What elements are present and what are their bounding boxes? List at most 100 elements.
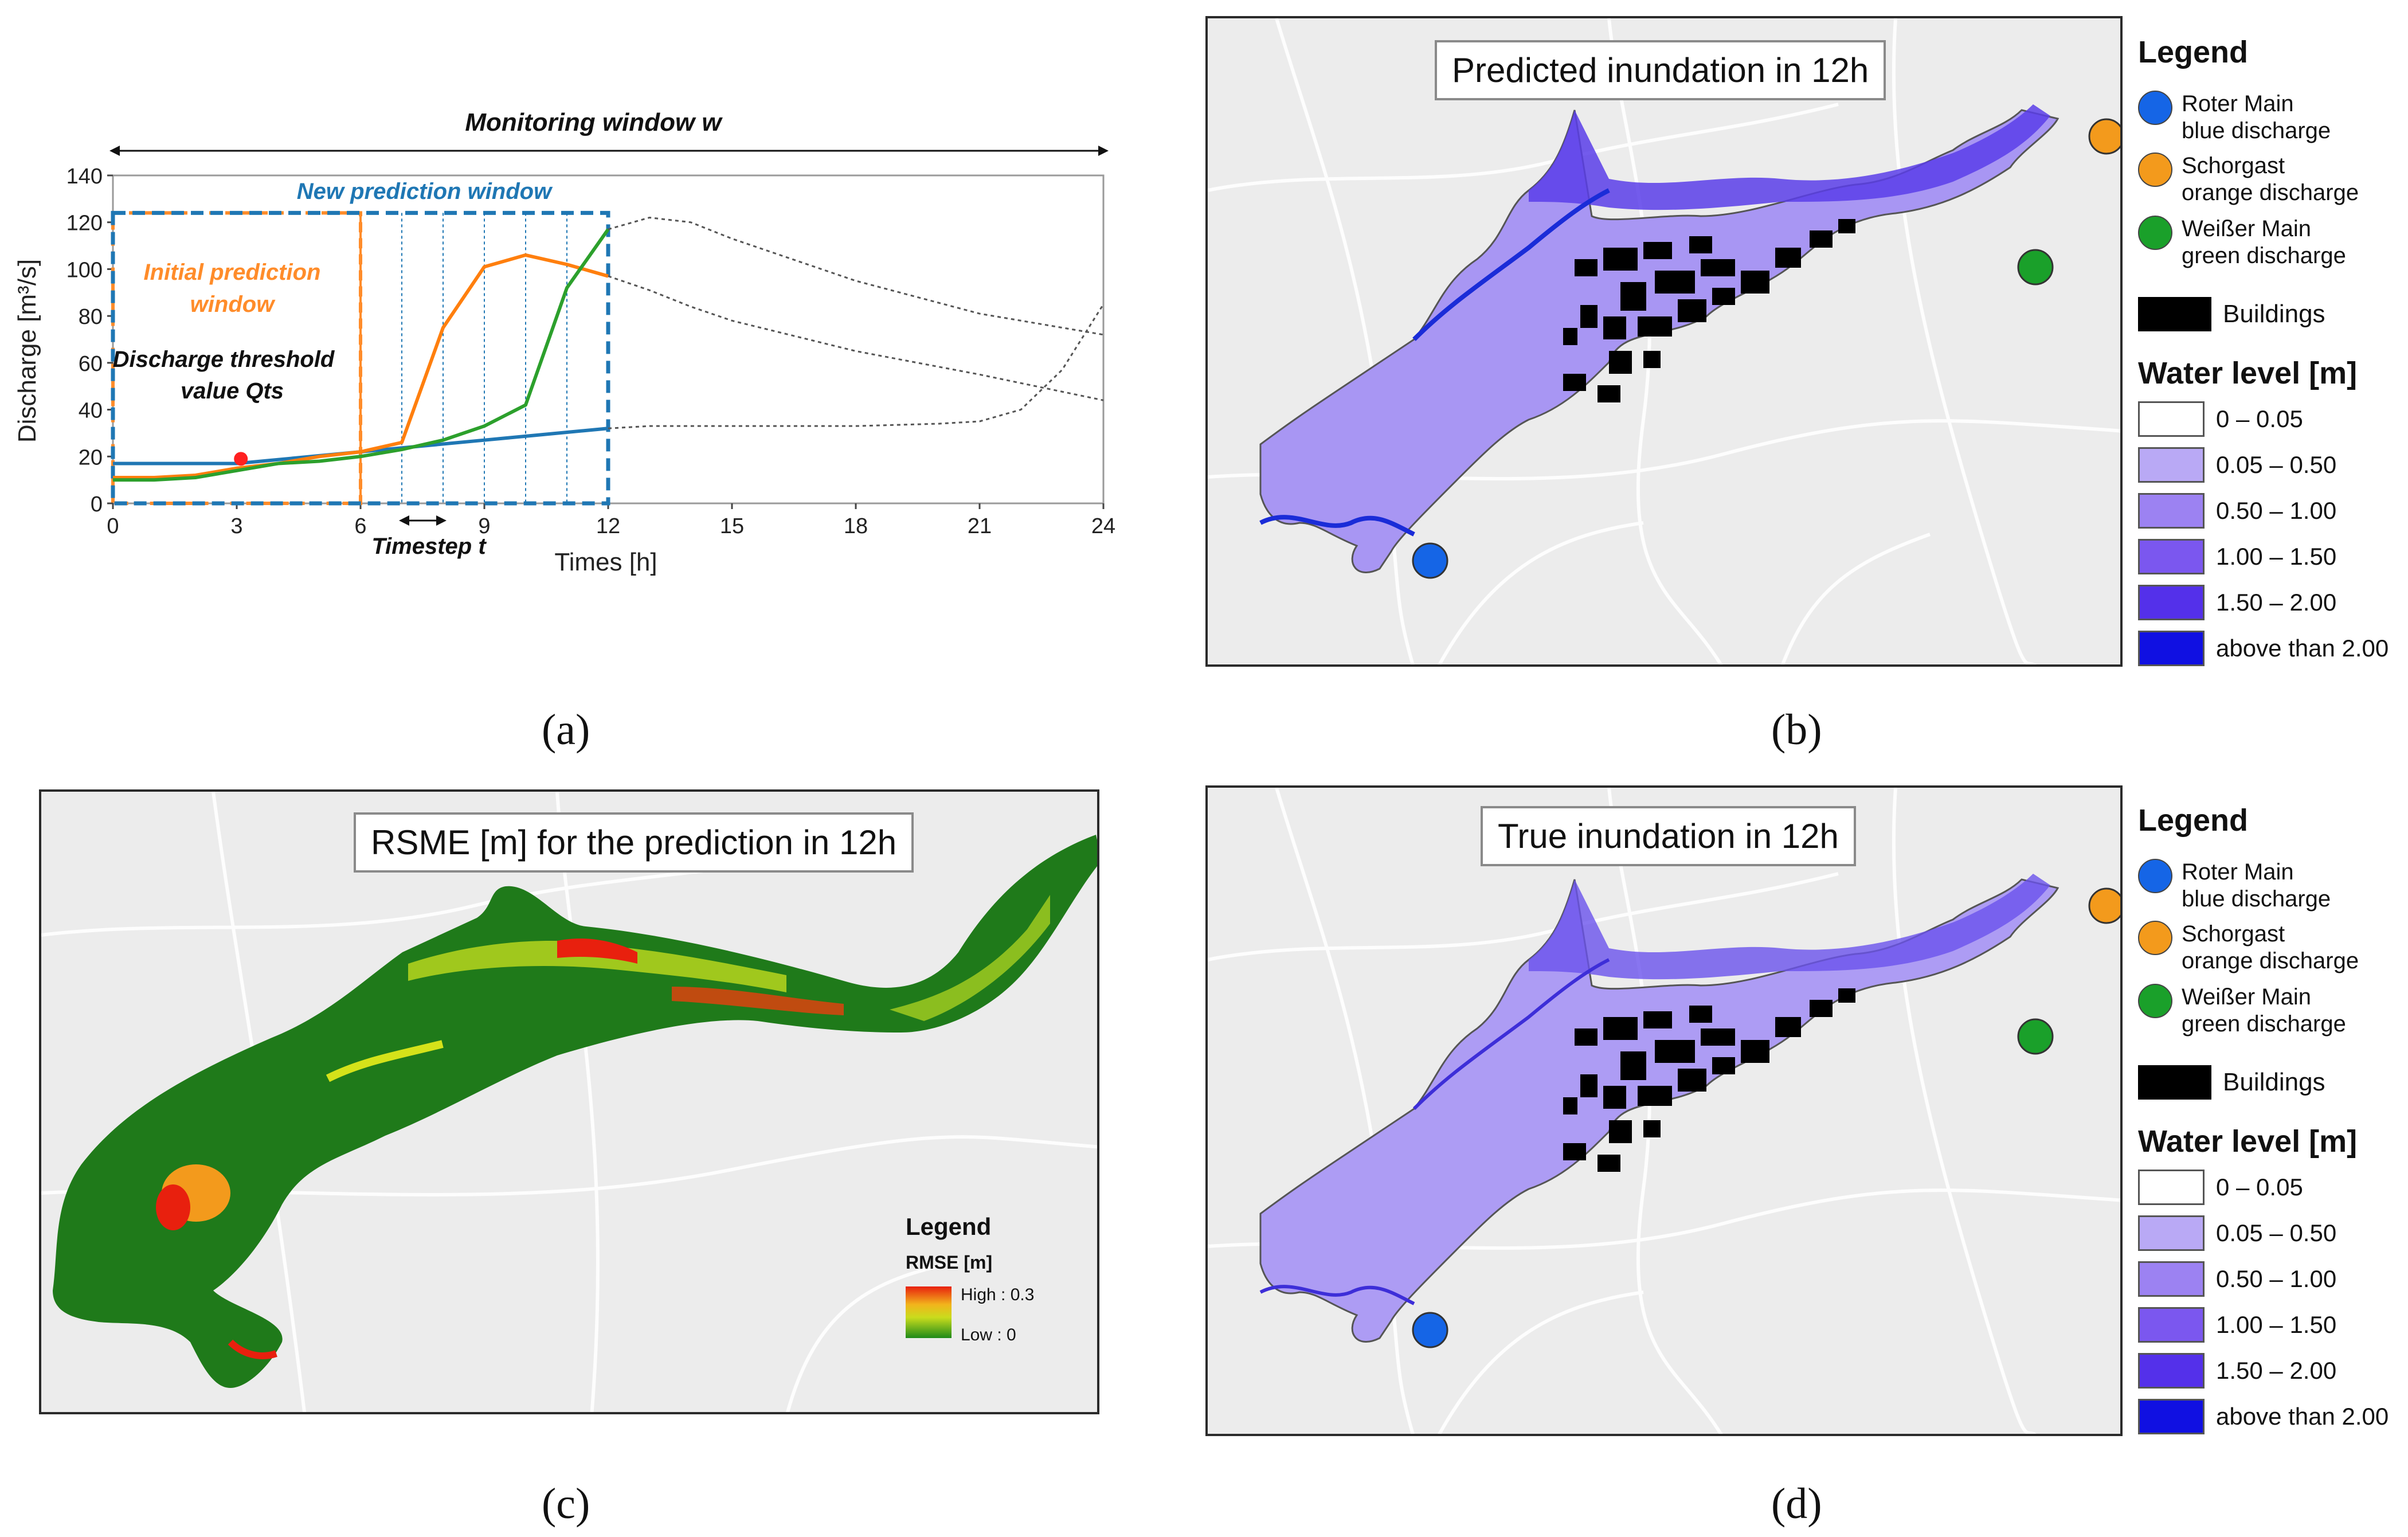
water-level-swatch <box>2138 631 2205 666</box>
roter-main-marker <box>1412 542 1448 579</box>
y-axis-label: Discharge [m³/s] <box>13 259 41 443</box>
water-level-swatch <box>2138 1307 2205 1343</box>
new-window-label: New prediction window <box>297 179 553 204</box>
water-level-swatch <box>2138 539 2205 574</box>
water-level-row: above than 2.00 <box>2138 631 2389 666</box>
y-tick-label: 140 <box>66 165 103 189</box>
gauge-name: Weißer Main <box>2182 984 2311 1010</box>
gauge-name: Weißer Main <box>2182 216 2311 241</box>
initial-window-label-2: window <box>190 292 276 317</box>
legend-b-water-title: Water level [m] <box>2138 356 2358 390</box>
y-tick-label: 100 <box>66 258 103 282</box>
gauge-desc: green discharge <box>2182 1011 2346 1037</box>
monitoring-window-label: Monitoring window w <box>465 108 723 136</box>
x-tick-label: 21 <box>968 514 992 538</box>
buildings-label: Buildings <box>2223 1068 2325 1096</box>
water-level-swatch <box>2138 1215 2205 1251</box>
gauge-desc: green discharge <box>2182 243 2346 268</box>
rmse-high-label: High : 0.3 <box>961 1285 1035 1304</box>
legend-b-buildings: Buildings <box>2138 297 2325 331</box>
green-dot-icon <box>2138 216 2172 250</box>
rmse-extent <box>53 835 1097 1388</box>
x-tick-label: 15 <box>720 514 744 538</box>
water-level-row: 1.00 – 1.50 <box>2138 539 2336 574</box>
series-line <box>113 228 610 482</box>
blue-dot-icon <box>2138 859 2172 893</box>
panel-a: Monitoring window w 0 20 40 60 80 100 120 140 0… <box>0 103 1146 619</box>
gauge-desc: orange discharge <box>2182 180 2359 205</box>
legend-b-gauge-schorgast: Schorgast orange discharge <box>2138 152 2359 206</box>
water-level-swatch <box>2138 401 2205 437</box>
map-d-title: True inundation in 12h <box>1481 806 1856 866</box>
buildings-label: Buildings <box>2223 300 2325 328</box>
series-line <box>608 217 1104 336</box>
water-level-row: 0.50 – 1.00 <box>2138 493 2336 529</box>
legend-b-title: Legend <box>2138 35 2249 69</box>
road-network <box>1208 18 2120 664</box>
water-level-swatch <box>2138 493 2205 529</box>
water-level-row: 0.05 – 0.50 <box>2138 447 2336 483</box>
series-line <box>113 253 609 480</box>
rmse-low-label: Low : 0 <box>961 1325 1016 1344</box>
x-axis-label: Times [h] <box>554 548 657 576</box>
water-level-label: 0.05 – 0.50 <box>2216 1219 2337 1246</box>
water-level-swatch <box>2138 1261 2205 1297</box>
water-level-label: 1.00 – 1.50 <box>2216 543 2337 570</box>
gauge-desc: blue discharge <box>2182 118 2331 143</box>
map-b-title: Predicted inundation in 12h <box>1435 40 1886 100</box>
water-level-swatch <box>2138 1399 2205 1434</box>
buildings-swatch <box>2138 297 2211 331</box>
x-tick-label: 3 <box>230 514 242 538</box>
legend-d-title: Legend <box>2138 803 2249 838</box>
water-level-swatch <box>2138 447 2205 483</box>
y-tick-label: 40 <box>79 399 103 423</box>
map-c-title: RSME [m] for the prediction in 12h <box>354 812 914 873</box>
timestep-label: Timestep t <box>371 534 487 559</box>
legend-d-gauge-roter: Roter Main blue discharge <box>2138 859 2331 913</box>
threshold-label-1: Discharge threshold <box>113 347 335 372</box>
orange-dot-icon <box>2138 152 2172 187</box>
water-level-label: above than 2.00 <box>2216 635 2389 662</box>
x-tick-label: 18 <box>844 514 868 538</box>
buildings-layer-d <box>1563 988 1855 1172</box>
schorgast-marker-d <box>2088 887 2120 924</box>
water-level-label: 1.50 – 2.00 <box>2216 589 2337 616</box>
road-network-d <box>1208 788 2120 1434</box>
gauge-name: Schorgast <box>2182 153 2285 178</box>
water-level-label: 1.00 – 1.50 <box>2216 1311 2337 1338</box>
series-line <box>608 303 1105 429</box>
y-axis: 0 20 40 60 80 100 120 140 <box>66 165 113 517</box>
water-level-row: 1.50 – 2.00 <box>2138 585 2336 620</box>
new-window-box <box>111 210 610 506</box>
x-tick-label: 24 <box>1091 514 1115 538</box>
series-line <box>608 275 1104 401</box>
water-level-row: 0 – 0.05 <box>2138 401 2303 437</box>
gauge-desc: orange discharge <box>2182 948 2359 973</box>
panel-c-map: RSME [m] for the prediction in 12h Legen… <box>39 789 1099 1414</box>
threshold-point <box>234 452 248 466</box>
y-tick-label: 60 <box>79 352 103 376</box>
weisser-main-marker <box>2017 249 2054 286</box>
flood-extent-true <box>1259 874 2059 1343</box>
rmse-legend-subtitle: RMSE [m] <box>906 1252 993 1273</box>
roter-main-marker-d <box>1412 1312 1448 1348</box>
caption-b: (b) <box>1771 706 1822 754</box>
green-dot-icon <box>2138 984 2172 1018</box>
water-level-row: 0.05 – 0.50 <box>2138 1215 2336 1251</box>
legend-b-gauge-weisser: Weißer Main green discharge <box>2138 216 2346 269</box>
water-level-swatch <box>2138 1170 2205 1205</box>
rmse-gradient <box>906 1286 952 1338</box>
gauge-name: Roter Main <box>2182 859 2294 885</box>
water-level-row: 0 – 0.05 <box>2138 1170 2303 1205</box>
legend-d-gauge-schorgast: Schorgast orange discharge <box>2138 921 2359 975</box>
x-tick-label: 0 <box>107 514 119 538</box>
x-tick-label: 12 <box>596 514 620 538</box>
water-level-row: 1.50 – 2.00 <box>2138 1353 2336 1389</box>
water-level-label: 0 – 0.05 <box>2216 405 2303 432</box>
orange-dot-icon <box>2138 921 2172 955</box>
blue-dot-icon <box>2138 91 2172 125</box>
chart-series <box>113 217 1105 482</box>
water-level-row: above than 2.00 <box>2138 1399 2389 1434</box>
legend-b: Legend Roter Main blue discharge Schorgas… <box>2138 34 2408 671</box>
